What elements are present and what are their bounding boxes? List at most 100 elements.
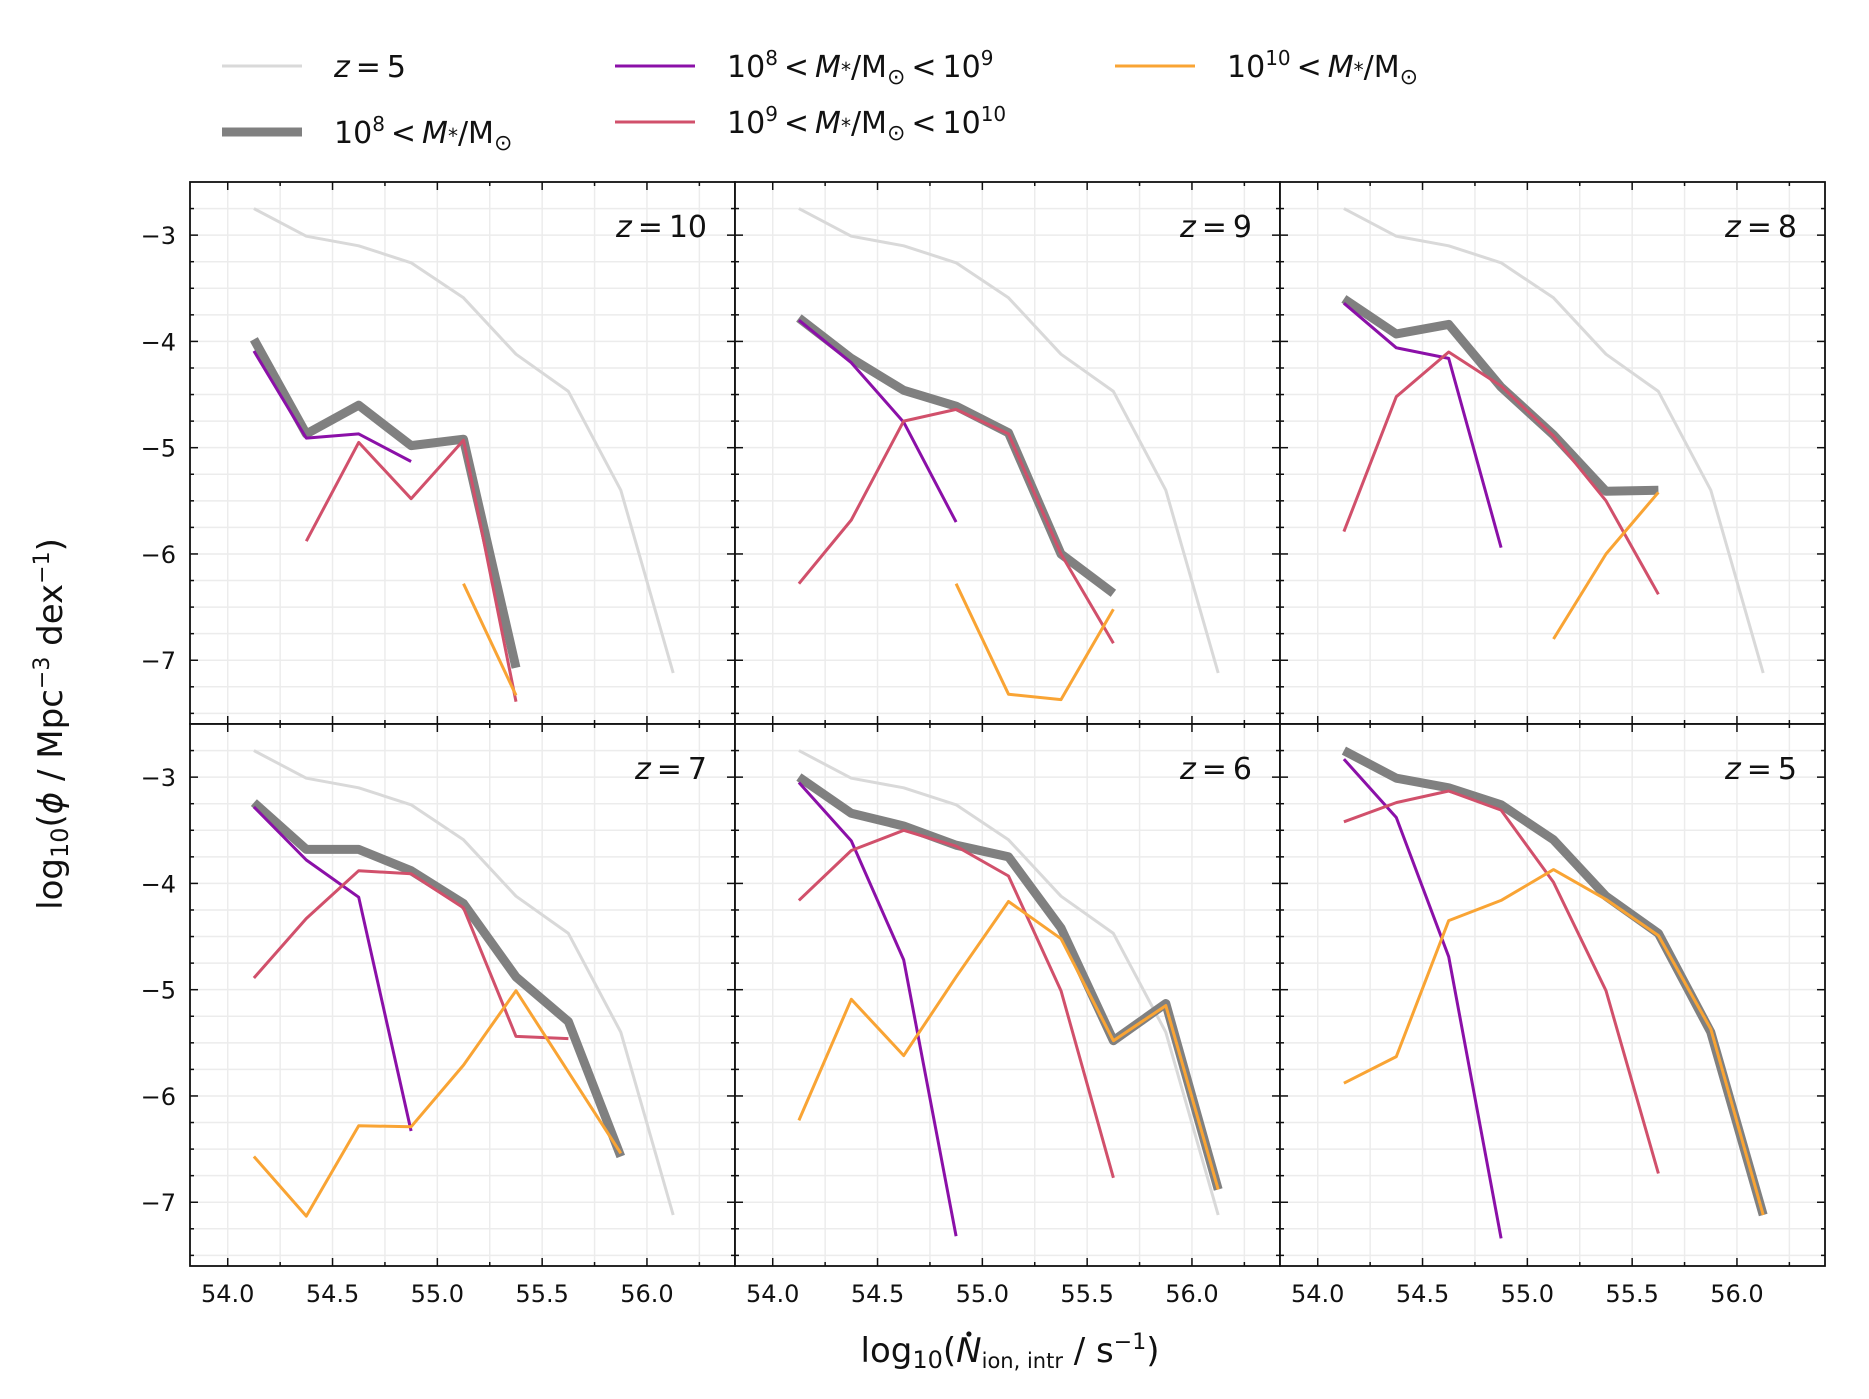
tick-label-y-z10: −7 [141, 647, 176, 675]
legend-label-solar-m: /M [458, 116, 494, 151]
tick-label-x-z7: 55.0 [411, 1280, 464, 1308]
panel-label-value-z7: = 7 [651, 752, 707, 787]
legend-label-z: z [333, 50, 351, 85]
series-line-mid-z7 [252, 869, 569, 1041]
y-axis-label-open: ( [31, 814, 71, 827]
panel-label-z10: z = 10 [615, 210, 707, 245]
tick-label-x-z5: 55.0 [1501, 1280, 1554, 1308]
panel-label-value-z9: = 9 [1196, 210, 1252, 245]
y-axis-label-log: log [31, 858, 71, 910]
series-line-reference-z10 [253, 207, 675, 674]
legend-label-exponent: 10 [1265, 46, 1290, 70]
panel-background-z8 [1280, 182, 1825, 724]
x-axis-label-log: log [861, 1331, 913, 1371]
legend-label-mass: M [422, 116, 448, 151]
tick-label-x-z6: 56.0 [1165, 1280, 1218, 1308]
y-axis-label-mpc: / Mpc [31, 689, 71, 792]
series-line-reference-z9 [798, 207, 1220, 674]
legend-label-mid: 109 < M*/M⊙ < 1010 [727, 102, 1006, 146]
legend-label-star: * [1354, 58, 1364, 82]
legend-label-solar-m: /M [851, 106, 887, 141]
tick-label-x-z5: 56.0 [1710, 1280, 1763, 1308]
tick-label-x-z6: 55.0 [956, 1280, 1009, 1308]
legend-entry-low: 108 < M*/M⊙ < 109 [615, 46, 993, 90]
y-axis-label-close: ) [31, 538, 71, 551]
x-axis-label-close: ) [1146, 1331, 1159, 1371]
panel-background-z7 [190, 724, 735, 1266]
panel-z10: z = 10 −3 −4 −5 −6 −7 [141, 181, 736, 725]
tick-label-x-z6: 55.5 [1060, 1280, 1113, 1308]
tick-label-x-z7: 56.0 [620, 1280, 673, 1308]
legend-label-exponent-2: 9 [981, 46, 994, 70]
x-axis-label-log-base: 10 [912, 1346, 943, 1374]
tick-label-y-z10: −5 [141, 435, 176, 463]
axis-labels: log10(Nion, intr / s−1)log10(ϕ / Mpc−3 d… [30, 538, 1159, 1374]
series-line-mid-z10 [304, 438, 518, 702]
legend-label-high: 1010 < M*/M⊙ [1227, 46, 1418, 90]
grid-z8 [1280, 182, 1825, 724]
tick-label-y-z10: −3 [141, 222, 176, 250]
grid-z10 [190, 182, 735, 724]
legend-label-z-value: = 5 [350, 50, 406, 85]
panel-frame-z5 [1279, 723, 1826, 1267]
tick-label-y-z7: −5 [141, 977, 176, 1005]
legend-label-lt-2: < [905, 50, 942, 85]
x-axis-label-subscript: ion, intr [982, 1349, 1064, 1373]
series-line-low-z6 [797, 781, 958, 1237]
panel-data-z10 [249, 207, 675, 702]
panel-label-z7: z = 7 [634, 752, 707, 787]
y-axis-label-phi: ϕ [31, 792, 71, 814]
panel-label-z-z6: z [1179, 752, 1197, 787]
grid-z7 [190, 724, 735, 1266]
legend-label-base: 10 [727, 106, 765, 141]
panel-label-value-z5: = 5 [1741, 752, 1797, 787]
series-line-high-z10 [462, 583, 518, 696]
legend-label-exponent: 9 [765, 102, 778, 126]
panel-label-z-z5: z [1724, 752, 1742, 787]
legend-label-star: * [841, 58, 851, 82]
series-line-low-z9 [797, 319, 958, 523]
panel-z9: z = 9 [734, 181, 1281, 725]
legend-entry-mid: 109 < M*/M⊙ < 1010 [615, 102, 1006, 146]
x-axis-label-superscript: −1 [1114, 1330, 1146, 1355]
tick-label-x-z5: 54.0 [1291, 1280, 1344, 1308]
legend-label-solar-symbol: ⊙ [1400, 65, 1418, 90]
panel-background-z5 [1280, 724, 1825, 1266]
series-line-low-z8 [1342, 302, 1503, 549]
legend-label-lt: < [385, 116, 422, 151]
panel-data-z7 [250, 749, 675, 1218]
legend-label-lt: < [1291, 50, 1328, 85]
tick-label-x-z5: 55.5 [1605, 1280, 1658, 1308]
x-axis-label: log10(Nion, intr / s−1) [861, 1330, 1160, 1374]
tick-label-y-z7: −4 [141, 870, 176, 898]
panel-label-z-z7: z [634, 752, 652, 787]
panel-label-z-z10: z [615, 210, 633, 245]
series-line-mid-z6 [797, 828, 1115, 1179]
tick-label-x-z5: 54.5 [1396, 1280, 1449, 1308]
panel-z8: z = 8 [1279, 181, 1826, 725]
x-axis-label-open: ( [943, 1331, 956, 1371]
series-line-reference-z7 [253, 749, 675, 1216]
tick-label-y-z10: −6 [141, 541, 176, 569]
panel-label-value-z6: = 6 [1196, 752, 1252, 787]
panel-background-z9 [735, 182, 1280, 724]
tick-label-y-z10: −4 [141, 328, 176, 356]
panel-z6: z = 6 54.0 54.5 55.0 55.5 56.0 [734, 723, 1281, 1308]
tick-label-x-z7: 55.5 [515, 1280, 568, 1308]
panel-label-z-z9: z [1179, 210, 1197, 245]
tick-label-x-z7: 54.5 [306, 1280, 359, 1308]
legend-label-lt: < [778, 50, 815, 85]
legend-label-star: * [448, 124, 458, 148]
panel-data-z8 [1341, 207, 1765, 674]
panel-label-value-z8: = 8 [1741, 210, 1797, 245]
series-line-high-z9 [954, 583, 1115, 702]
legend-label-total: 108 < M*/M⊙ [334, 112, 512, 156]
legend-entry-ref: z = 5 [222, 50, 406, 85]
y-axis-label-log-base: 10 [46, 827, 74, 858]
series-line-reference-z8 [1343, 207, 1765, 674]
series-line-low-z7 [252, 805, 413, 1132]
panel-data-z9 [796, 207, 1220, 702]
